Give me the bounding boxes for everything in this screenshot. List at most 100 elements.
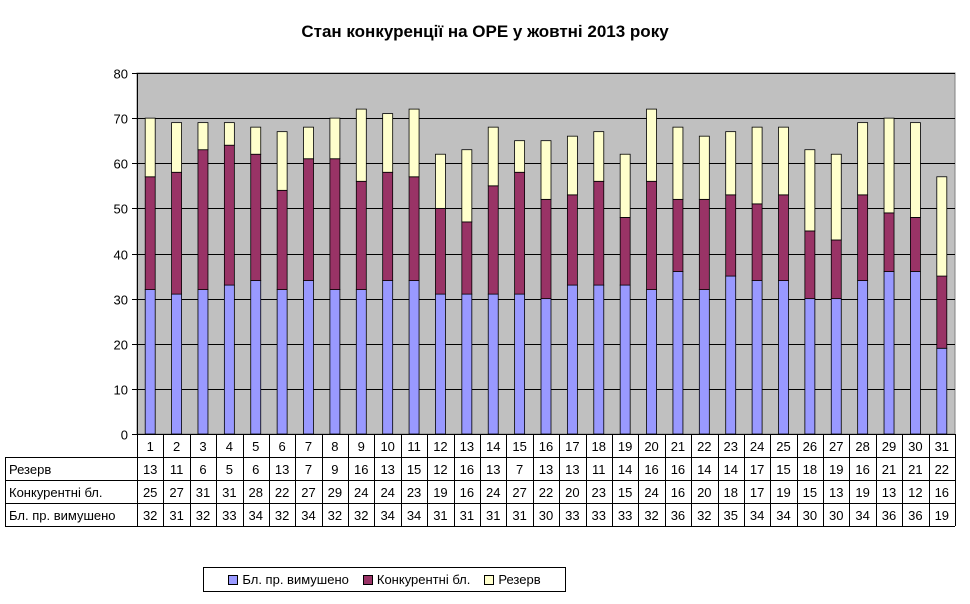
table-cell-value: 18 (723, 485, 737, 500)
table-cell-value: 33 (565, 508, 579, 523)
table-cell-value: 19 (433, 485, 447, 500)
table-cell-value: 15 (776, 462, 790, 477)
chart-legend: Бл. пр. вимушено Конкурентні бл. Резерв (203, 567, 566, 592)
bar-segment (619, 284, 631, 435)
table-cell-value: 32 (354, 508, 368, 523)
bar-segment (382, 280, 394, 435)
table-cell-value: 11 (592, 462, 606, 477)
table-cell-value: 22 (935, 462, 949, 477)
table-cell-value: 27 (512, 485, 526, 500)
x-tick-label: 19 (618, 439, 632, 454)
bar-segment (303, 158, 314, 281)
table-cell-value: 24 (486, 485, 500, 500)
table-cell-value: 16 (935, 485, 949, 500)
table-cell-value: 18 (803, 462, 817, 477)
x-tick-label: 24 (750, 439, 764, 454)
x-tick-label: 1 (147, 439, 154, 454)
bar-segment (197, 122, 209, 151)
bar-segment (223, 144, 235, 286)
bar-segment (751, 126, 763, 205)
table-cell-value: 32 (644, 508, 658, 523)
x-tick-label: 18 (592, 439, 606, 454)
table-cell-value: 32 (697, 508, 711, 523)
table-cell-value: 31 (512, 508, 526, 523)
table-cell-value: 36 (882, 508, 896, 523)
bar-segment (355, 180, 367, 291)
bar-segment (461, 293, 473, 435)
chart-title: Стан конкуренції на ОРЕ у жовтні 2013 ро… (301, 22, 669, 41)
table-cell-value: 6 (199, 462, 206, 477)
table-cell-value: 19 (776, 485, 790, 500)
y-tick-label: 20 (114, 338, 128, 353)
table-cell-value: 23 (592, 485, 606, 500)
table-cell-value: 32 (196, 508, 210, 523)
bar-segment (250, 153, 262, 281)
table-cell-value: 28 (249, 485, 263, 500)
bar-segment (619, 153, 631, 218)
table-cell-value: 32 (328, 508, 342, 523)
table-cell-value: 31 (433, 508, 447, 523)
y-tick-label: 10 (114, 383, 128, 398)
bar-segment (329, 117, 341, 160)
x-tick-label: 5 (252, 439, 259, 454)
x-tick-label: 11 (407, 439, 421, 454)
bar-segment (303, 126, 314, 160)
table-cell-value: 34 (855, 508, 869, 523)
bar-segment (830, 239, 842, 300)
bar-segment (698, 198, 710, 291)
table-cell-value: 23 (407, 485, 421, 500)
x-tick-label: 23 (723, 439, 737, 454)
table-row-label: Резерв (9, 462, 51, 477)
table-cell-value: 31 (196, 485, 210, 500)
table-cell-value: 12 (908, 485, 922, 500)
bar-segment (672, 198, 684, 272)
table-row-label: Бл. пр. вимушено (9, 508, 116, 523)
x-tick-label: 31 (935, 439, 949, 454)
legend-entry: Резерв (484, 572, 541, 587)
legend-swatch (484, 574, 495, 585)
bar-segment (883, 117, 895, 214)
table-cell-value: 30 (539, 508, 553, 523)
bar-segment (329, 158, 341, 291)
x-tick-label: 3 (199, 439, 206, 454)
bar-segment (144, 117, 156, 178)
y-tick-label: 80 (114, 67, 128, 82)
legend-swatch (228, 574, 239, 585)
table-cell-value: 19 (855, 485, 869, 500)
x-tick-label: 28 (855, 439, 869, 454)
bar-segment (619, 216, 631, 286)
table-cell-value: 20 (565, 485, 579, 500)
bar-segment (223, 122, 235, 146)
bar-segment (672, 126, 684, 200)
table-cell-value: 19 (829, 462, 843, 477)
table-cell-value: 16 (460, 485, 474, 500)
bar-segment (857, 122, 869, 196)
table-cell-value: 13 (380, 462, 394, 477)
bar-segment (830, 298, 842, 435)
bar-segment (171, 122, 182, 173)
table-cell-value: 13 (539, 462, 553, 477)
table-cell-value: 16 (855, 462, 869, 477)
bar-segment (910, 122, 921, 218)
bar-segment (487, 293, 499, 435)
bar-segment (910, 271, 921, 435)
table-cell-value: 33 (222, 508, 236, 523)
legend-entry: Бл. пр. вимушено (228, 572, 349, 587)
bar-segment (698, 289, 710, 435)
bar-segment (725, 131, 737, 196)
legend-label: Резерв (498, 572, 541, 587)
bar-segment (725, 194, 737, 277)
table-cell-value: 36 (908, 508, 922, 523)
table-cell-value: 15 (407, 462, 421, 477)
bar-segment (250, 280, 262, 435)
bar-segment (487, 185, 499, 295)
bar-segment (408, 108, 420, 178)
x-tick-label: 25 (776, 439, 790, 454)
table-cell-value: 31 (486, 508, 500, 523)
bar-segment (936, 275, 948, 349)
table-cell-value: 7 (516, 462, 523, 477)
bar-segment (514, 293, 526, 435)
legend-swatch (362, 574, 373, 585)
table-cell-value: 13 (275, 462, 289, 477)
